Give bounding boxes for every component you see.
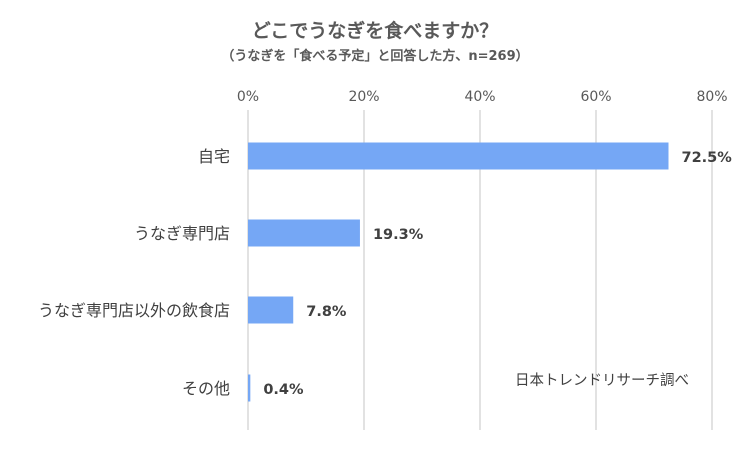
chart-subtitle: （うなぎを「食べる予定」と回答した方、n=269）: [221, 49, 529, 64]
x-tick-label-80: 80%: [696, 89, 727, 105]
chart-title: どこでうなぎを食べますか？: [251, 20, 499, 42]
data-label-2: 7.8%: [306, 304, 347, 320]
bar-3: [248, 374, 251, 402]
data-label-3: 0.4%: [263, 382, 304, 398]
x-tick-label-20: 20%: [348, 89, 379, 105]
bar-2: [248, 296, 294, 324]
data-label-1: 19.3%: [373, 227, 424, 243]
x-tick-label-60: 60%: [580, 89, 611, 105]
category-label-0: 自宅: [198, 147, 230, 166]
source-credit: 日本トレンドリサーチ調べ: [515, 373, 689, 389]
category-label-2: うなぎ専門店以外の飲食店: [38, 301, 230, 320]
x-tick-label-40: 40%: [464, 89, 495, 105]
category-label-3: その他: [182, 379, 230, 398]
data-label-0: 72.5%: [682, 150, 733, 166]
bar-1: [248, 219, 360, 247]
category-label-1: うなぎ専門店: [134, 224, 230, 243]
bar-0: [248, 142, 669, 170]
x-tick-label-0: 0%: [237, 89, 259, 105]
